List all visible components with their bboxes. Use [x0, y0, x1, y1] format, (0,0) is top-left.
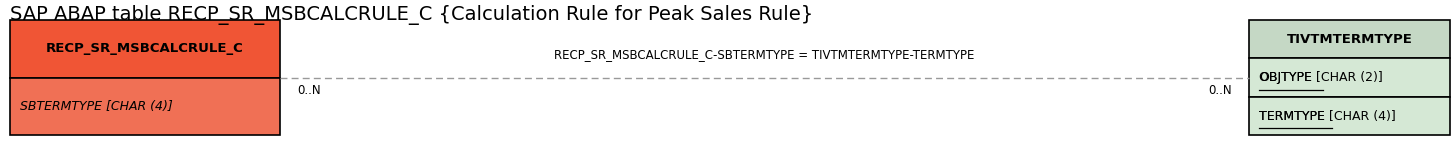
- FancyBboxPatch shape: [1249, 58, 1450, 97]
- Text: OBJTYPE [CHAR (2)]: OBJTYPE [CHAR (2)]: [1259, 71, 1383, 84]
- Text: TERMTYPE: TERMTYPE: [1259, 110, 1325, 123]
- Text: 0..N: 0..N: [297, 84, 320, 97]
- Text: OBJTYPE: OBJTYPE: [1259, 71, 1312, 84]
- Text: 0..N: 0..N: [1208, 84, 1232, 97]
- Text: SBTERMTYPE [CHAR (4)]: SBTERMTYPE [CHAR (4)]: [20, 100, 173, 113]
- FancyBboxPatch shape: [1249, 20, 1450, 58]
- Text: TERMTYPE [CHAR (4)]: TERMTYPE [CHAR (4)]: [1259, 110, 1396, 123]
- FancyBboxPatch shape: [1249, 97, 1450, 135]
- Text: TIVTMTERMTYPE: TIVTMTERMTYPE: [1287, 33, 1412, 46]
- Text: SAP ABAP table RECP_SR_MSBCALCRULE_C {Calculation Rule for Peak Sales Rule}: SAP ABAP table RECP_SR_MSBCALCRULE_C {Ca…: [10, 5, 814, 25]
- Text: RECP_SR_MSBCALCRULE_C: RECP_SR_MSBCALCRULE_C: [47, 42, 243, 55]
- FancyBboxPatch shape: [10, 20, 280, 78]
- FancyBboxPatch shape: [10, 78, 280, 135]
- Text: RECP_SR_MSBCALCRULE_C-SBTERMTYPE = TIVTMTERMTYPE-TERMTYPE: RECP_SR_MSBCALCRULE_C-SBTERMTYPE = TIVTM…: [555, 48, 974, 61]
